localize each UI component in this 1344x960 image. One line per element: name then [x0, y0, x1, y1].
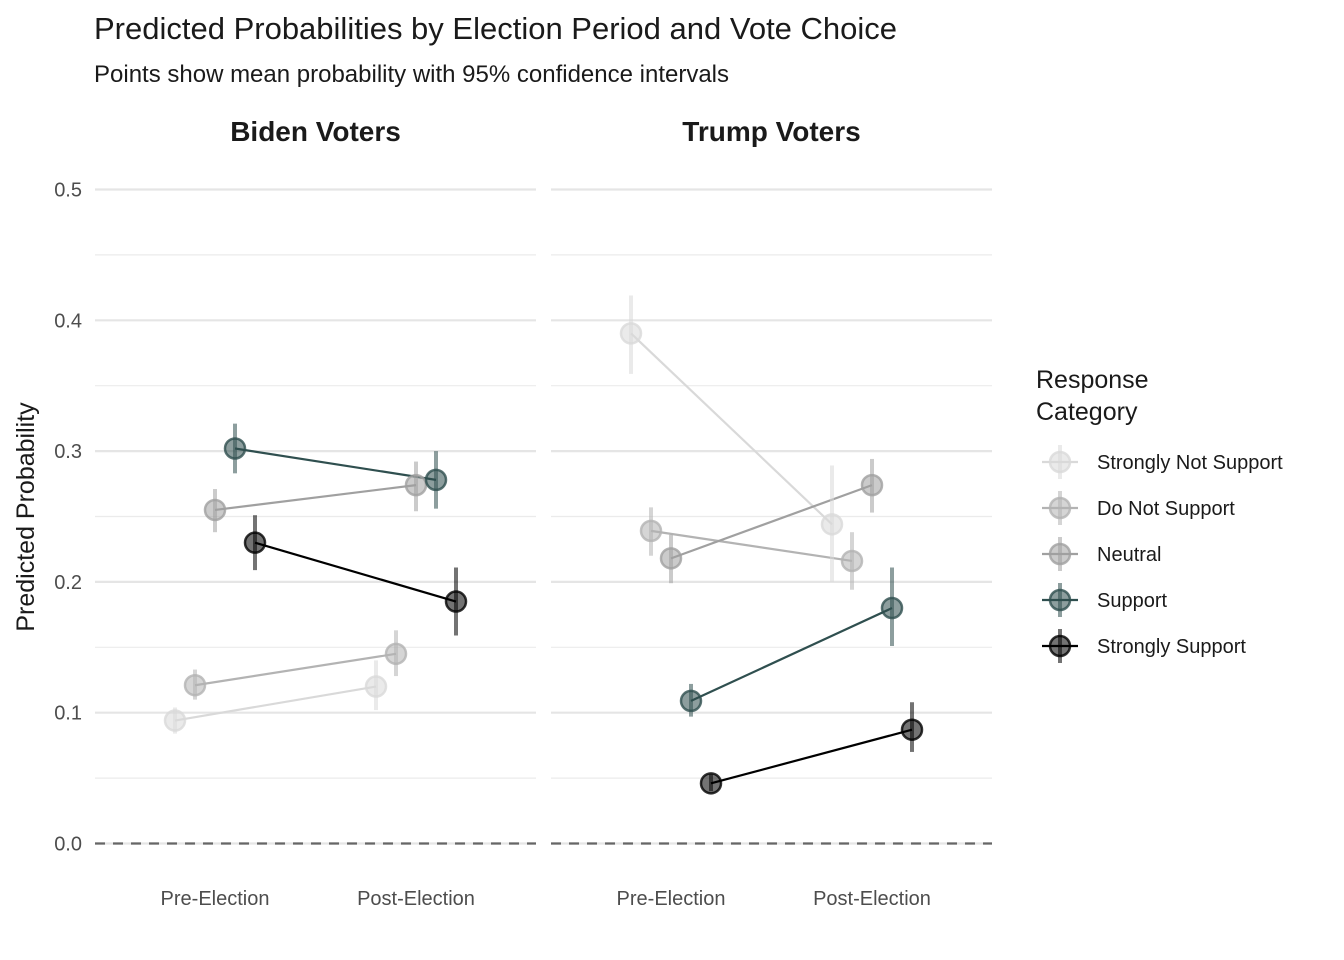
data-point	[444, 590, 468, 613]
panel-title: Biden Voters	[230, 116, 401, 147]
data-point	[183, 673, 207, 697]
legend-label: Strongly Support	[1097, 636, 1246, 658]
data-point	[384, 642, 408, 666]
series-line	[194, 652, 397, 687]
panel-title: Trump Voters	[682, 116, 860, 147]
legend: Response Category Strongly Not Support Do N…	[1036, 366, 1283, 663]
series-line	[174, 685, 377, 722]
series-line	[710, 728, 913, 785]
y-tick-label: 0.5	[54, 180, 82, 202]
data-point	[659, 547, 683, 570]
chart-title: Predicted Probabilities by Election Peri…	[94, 11, 897, 46]
data-point	[619, 322, 643, 345]
data-point	[203, 498, 227, 522]
y-tick-label: 0.0	[54, 834, 82, 856]
legend-key-point	[1048, 450, 1072, 474]
legend-key	[1042, 583, 1078, 617]
data-point	[163, 709, 187, 732]
legend-key	[1042, 629, 1078, 663]
y-tick-label: 0.2	[54, 572, 82, 594]
y-tick-label: 0.3	[54, 441, 82, 463]
x-tick-label: Post-Election	[357, 888, 475, 910]
data-point	[840, 549, 864, 573]
legend-label: Do Not Support	[1097, 498, 1235, 520]
legend-key-point	[1048, 496, 1072, 520]
x-tick-label: Pre-Election	[161, 888, 270, 910]
data-point	[424, 468, 448, 492]
series-line	[670, 484, 873, 560]
plot-area: 0.0 0.1 0.2 0.3 0.4 0.5 Biden Voters Pre-Electi…	[54, 116, 992, 910]
data-point	[404, 473, 428, 497]
data-point	[364, 675, 388, 698]
legend-key-point	[1048, 634, 1072, 658]
legend-key-point	[1048, 542, 1072, 566]
chart-subtitle: Points show mean probability with 95% co…	[94, 61, 729, 88]
series-line	[214, 484, 417, 512]
y-tick-label: 0.4	[54, 310, 82, 332]
series-line	[690, 607, 893, 702]
series-line	[254, 541, 457, 603]
y-axis-label: Predicted Probability	[12, 402, 40, 632]
legend-key-point	[1048, 588, 1072, 612]
legend-label: Neutral	[1097, 544, 1161, 566]
data-point	[900, 718, 924, 741]
panel-trump: Trump Voters Pre-Election Post-Election	[551, 116, 992, 910]
legend-label: Strongly Not Support	[1097, 452, 1283, 474]
data-point	[880, 596, 904, 620]
legend-key	[1042, 537, 1078, 571]
legend-label: Support	[1097, 590, 1167, 612]
data-point	[679, 689, 703, 713]
series-line	[630, 332, 833, 526]
data-point	[639, 519, 663, 543]
panel-biden: Biden Voters Pre-Election Post-Election	[95, 116, 536, 910]
data-point	[699, 772, 723, 795]
legend-key	[1042, 445, 1078, 479]
data-point	[860, 473, 884, 497]
x-tick-label: Pre-Election	[617, 888, 726, 910]
legend-title: Response	[1036, 366, 1149, 394]
data-point	[223, 437, 247, 460]
y-tick-label: 0.1	[54, 703, 82, 725]
data-point	[243, 531, 267, 554]
series-line	[650, 529, 853, 563]
data-point	[820, 513, 844, 536]
legend-title: Category	[1036, 398, 1138, 426]
legend-key	[1042, 491, 1078, 525]
series-line	[234, 447, 437, 481]
x-tick-label: Post-Election	[813, 888, 931, 910]
